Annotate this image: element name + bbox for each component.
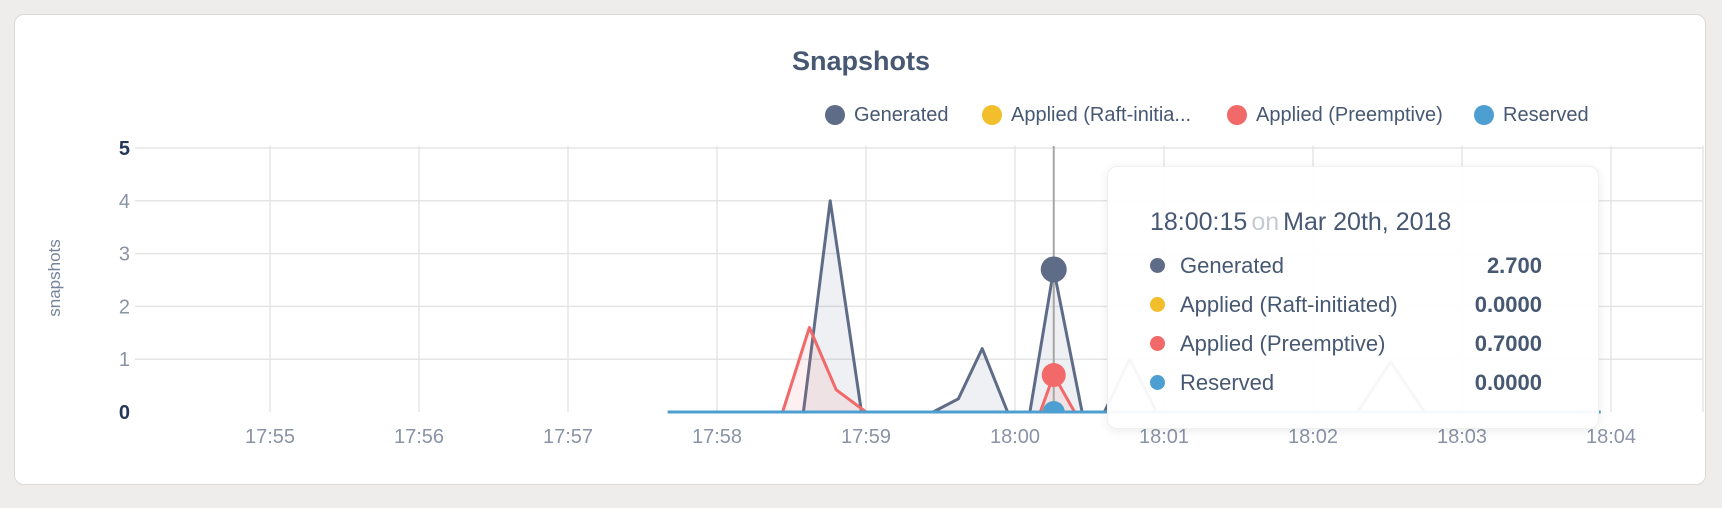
tooltip-series-value: 0.7000 (1474, 330, 1542, 356)
tooltip-series-value: 0.0000 (1474, 291, 1542, 317)
tooltip-series-value: 2.700 (1486, 252, 1542, 278)
tooltip-row: Applied (Raft-initiated) 0.0000 (1150, 285, 1542, 324)
tooltip-series-value: 0.0000 (1474, 369, 1542, 395)
svg-text:18:02: 18:02 (1288, 426, 1338, 448)
tooltip-series-label: Generated (1180, 252, 1284, 278)
legend-swatch-icon (825, 105, 845, 125)
svg-text:18:03: 18:03 (1437, 426, 1487, 448)
legend-swatch-icon (1474, 105, 1494, 125)
tooltip-header: 18:00:15 on Mar 20th, 2018 (1150, 208, 1540, 237)
svg-text:17:57: 17:57 (543, 426, 593, 448)
tooltip-row: Reserved 0.0000 (1150, 363, 1542, 402)
tooltip-series-dot-icon (1150, 375, 1165, 390)
tooltip-series-dot-icon (1150, 336, 1165, 351)
tooltip-connector: on (1251, 208, 1280, 236)
legend-item-generated[interactable]: Generated (825, 103, 949, 127)
chart-tooltip: 18:00:15 on Mar 20th, 2018 Generated 2.700 A… (1107, 166, 1599, 429)
svg-text:18:00: 18:00 (990, 426, 1040, 448)
svg-text:17:59: 17:59 (841, 426, 891, 448)
svg-text:2: 2 (119, 296, 130, 318)
y-axis-labels: 0 1 2 3 4 5 (119, 138, 130, 424)
tooltip-series-label: Reserved (1180, 369, 1275, 395)
legend-label: Generated (854, 103, 949, 126)
tooltip-series-dot-icon (1150, 297, 1165, 312)
tooltip-series-label: Applied (Raft-initiated) (1180, 291, 1398, 317)
x-axis-labels: 17:55 17:56 17:57 17:58 17:59 18:00 18:01 18:02… (245, 426, 1636, 448)
chart-title: Snapshots (791, 46, 931, 76)
tooltip-date: Mar 20th, 2018 (1283, 208, 1452, 236)
svg-text:4: 4 (119, 191, 130, 213)
legend-item-applied-preemptive-[interactable]: Applied (Preemptive) (1227, 103, 1443, 127)
hover-dot-icon (1041, 363, 1066, 388)
tooltip-time: 18:00:15 (1150, 208, 1248, 236)
tooltip-series-dot-icon (1150, 258, 1165, 273)
svg-text:18:01: 18:01 (1139, 426, 1189, 448)
tooltip-rows: Generated 2.700 Applied (Raft-initiated) 0.… (1150, 246, 1542, 402)
hover-dots (1040, 256, 1067, 414)
tooltip-row: Generated 2.700 (1150, 246, 1542, 285)
svg-text:3: 3 (119, 244, 130, 266)
legend-swatch-icon (1227, 105, 1247, 125)
svg-text:17:58: 17:58 (692, 426, 742, 448)
svg-text:18:04: 18:04 (1586, 426, 1636, 448)
svg-text:0: 0 (119, 402, 130, 424)
legend-label: Reserved (1503, 103, 1589, 126)
legend-item-reserved[interactable]: Reserved (1474, 103, 1589, 127)
svg-text:5: 5 (119, 138, 130, 160)
svg-text:17:56: 17:56 (394, 426, 444, 448)
legend-label: Applied (Preemptive) (1256, 103, 1443, 126)
svg-text:1: 1 (119, 349, 130, 371)
tooltip-row: Applied (Preemptive) 0.7000 (1150, 324, 1542, 363)
hover-dot-icon (1040, 256, 1067, 283)
legend-item-applied-raft-initia-[interactable]: Applied (Raft-initia... (982, 103, 1191, 127)
legend-label: Applied (Raft-initia... (1011, 103, 1192, 126)
hover-dot-icon (1042, 401, 1065, 414)
tooltip-series-label: Applied (Preemptive) (1180, 330, 1386, 356)
legend-swatch-icon (982, 105, 1002, 125)
svg-text:17:55: 17:55 (245, 426, 295, 448)
